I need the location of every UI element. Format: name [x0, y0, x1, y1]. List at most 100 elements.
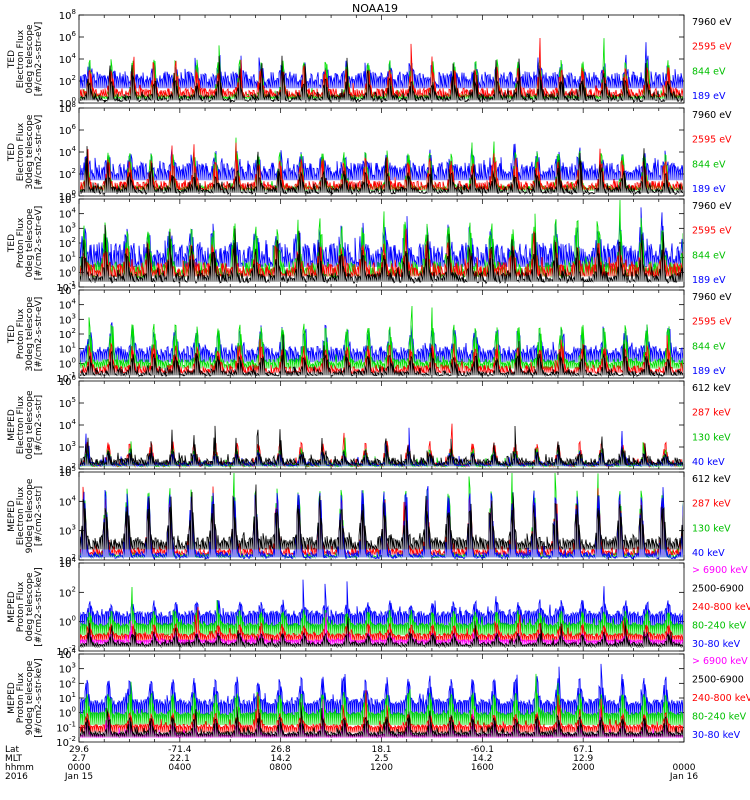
y-axis-title: MEPEDProton Flux0deg telescope[#/cm2-s-s… — [7, 567, 44, 646]
series-trace — [80, 334, 683, 377]
y-tick-exponent: 3 — [72, 524, 76, 532]
legend-label: 2500-6900 — [692, 675, 744, 686]
legend-label: 287 keV — [692, 499, 731, 510]
y-axis-title: TEDProton Flux30deg telescope[#/cm2-s-st… — [7, 296, 44, 371]
panel-traces — [80, 579, 683, 649]
y-tick-label: 102 — [59, 676, 76, 690]
footer-lat-value: 67.1 — [573, 745, 593, 755]
y-tick-exponent: -2 — [69, 644, 76, 652]
footer-lat-value: 29.6 — [69, 745, 89, 755]
y-tick-label: 101 — [59, 691, 76, 705]
y-tick-label: 104 — [59, 418, 77, 432]
footer-lat-value: -71.4 — [168, 745, 192, 755]
y-tick-base: 10 — [59, 301, 72, 312]
y-tick-label: 104 — [59, 494, 77, 508]
y-tick-exponent: 5 — [72, 192, 76, 200]
series-trace — [80, 616, 683, 649]
legend-label: 40 keV — [692, 548, 725, 559]
legend-label: 189 eV — [692, 275, 726, 286]
y-tick-exponent: 6 — [72, 123, 77, 131]
y-axis-title-line: 90deg telescope — [25, 660, 35, 735]
legend-label: 2595 eV — [692, 135, 732, 146]
y-axis-title-line: MEPED — [7, 591, 17, 623]
y-tick-base: 10 — [59, 315, 72, 326]
y-tick-exponent: 0 — [72, 265, 76, 273]
y-tick-exponent: 0 — [72, 96, 76, 104]
y-axis-title-line: TED — [7, 143, 17, 162]
legend-label: 80-240 keV — [692, 621, 747, 632]
y-tick-exponent: 5 — [72, 283, 76, 291]
y-tick-base: 10 — [59, 679, 72, 690]
y-tick-base: 10 — [59, 55, 72, 66]
y-tick-base: 10 — [59, 709, 72, 720]
footer-mlt-value: 2.7 — [72, 754, 86, 764]
y-tick-exponent: 4 — [72, 145, 77, 153]
y-axis-title-line: 0deg telescope — [25, 390, 35, 460]
y-tick-exponent: 3 — [72, 440, 76, 448]
y-tick-base: 10 — [59, 345, 72, 356]
y-tick-base: 10 — [59, 527, 72, 538]
y-tick-label: 103 — [59, 440, 76, 454]
y-tick-exponent: 1 — [72, 691, 76, 699]
footer-lat-value: -60.1 — [471, 745, 494, 755]
series-trace — [80, 486, 683, 559]
legend-label: 240-800 keV — [692, 602, 750, 613]
y-tick-label: 100 — [59, 189, 76, 203]
panel-traces — [80, 200, 683, 285]
panel-traces — [80, 473, 683, 559]
y-tick-exponent: 0 — [72, 706, 76, 714]
y-tick-base: 10 — [56, 723, 69, 734]
y-tick-base: 10 — [59, 11, 72, 22]
y-axis-title-line: TED — [7, 50, 17, 69]
y-axis-title-line: 0deg telescope — [25, 572, 35, 642]
footer-hhmm-value: 2000 — [572, 763, 595, 773]
series-trace — [80, 663, 683, 719]
y-tick-exponent: 6 — [72, 374, 77, 382]
panel-traces — [80, 305, 683, 377]
y-tick-base: 10 — [59, 421, 72, 432]
legend-label: 2595 eV — [692, 317, 732, 328]
y-tick-base: 10 — [59, 694, 72, 705]
y-tick-exponent: 0 — [72, 615, 76, 623]
legend-label: 7960 eV — [692, 17, 732, 28]
y-tick-base: 10 — [56, 647, 69, 658]
footer-mlt-value: 12.9 — [573, 754, 593, 764]
y-tick-exponent: -2 — [69, 735, 76, 743]
y-tick-label: 102 — [59, 327, 76, 341]
y-tick-label: 10-2 — [56, 644, 76, 658]
y-tick-exponent: 3 — [72, 662, 76, 670]
y-tick-label: 106 — [59, 374, 77, 388]
chart-title-group: NOAA19 — [352, 2, 398, 15]
y-axis-title-line: [#/cm2-s-str] — [34, 486, 44, 546]
y-tick-base: 10 — [59, 359, 72, 370]
y-tick-exponent: 3 — [72, 221, 76, 229]
series-trace — [80, 702, 683, 739]
y-axis-title-line: 30deg telescope — [25, 114, 35, 189]
y-tick-label: 102 — [59, 167, 76, 181]
series-trace — [80, 305, 683, 369]
legend-label: 844 eV — [692, 159, 726, 170]
y-tick-label: 10-1 — [56, 720, 76, 734]
y-tick-base: 10 — [59, 33, 72, 44]
y-axis-title: MEPEDProton Flux90deg telescope[#/cm2-s-… — [7, 658, 44, 737]
y-tick-label: 104 — [59, 647, 77, 661]
y-axis-title-line: Proton Flux — [16, 308, 26, 359]
y-tick-base: 10 — [59, 618, 72, 629]
y-tick-exponent: 4 — [72, 52, 77, 60]
y-tick-base: 10 — [59, 377, 72, 388]
footer-hhmm-value: 1200 — [370, 763, 393, 773]
y-axis-title-line: MEPED — [7, 409, 17, 441]
y-tick-label: 100 — [59, 706, 76, 720]
y-tick-label: 102 — [59, 553, 76, 567]
y-tick-label: 10-1 — [56, 280, 76, 294]
legend-label: 844 eV — [692, 66, 726, 77]
footer-hhmm-value: 0400 — [168, 763, 191, 773]
panel-frame — [78, 107, 685, 197]
y-tick-base: 10 — [56, 374, 69, 385]
y-axis-title-line: Electron Flux — [16, 395, 26, 454]
y-axis-title-line: Proton Flux — [16, 581, 26, 632]
y-axis-title-line: TED — [7, 325, 17, 344]
